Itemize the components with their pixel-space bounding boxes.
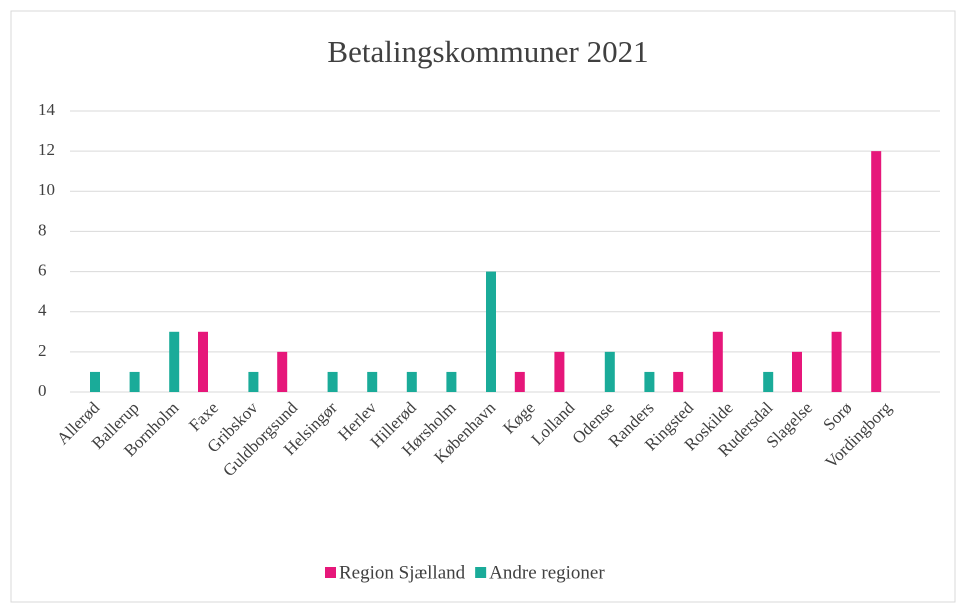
bar — [129, 371, 140, 392]
legend-label: Region Sjælland — [339, 562, 466, 583]
bar — [644, 371, 655, 392]
chart-frame — [10, 10, 956, 603]
legend-swatch — [325, 567, 336, 578]
chart-title: Betalingskommuner 2021 — [327, 34, 648, 69]
bar — [514, 371, 525, 392]
legend-label: Andre regioner — [489, 562, 605, 583]
y-tick-label: 2 — [38, 341, 47, 360]
y-tick-label: 8 — [38, 220, 47, 239]
bar — [554, 351, 565, 392]
bar — [871, 151, 882, 392]
y-tick-label: 0 — [38, 381, 47, 400]
bar — [277, 351, 288, 392]
legend-swatch — [475, 567, 487, 578]
bar — [327, 371, 338, 392]
bar — [486, 271, 496, 392]
y-tick-label: 14 — [38, 100, 56, 119]
bar — [248, 371, 259, 392]
bar — [198, 331, 208, 392]
y-tick-label: 6 — [38, 260, 47, 279]
bar — [831, 331, 842, 392]
bar — [90, 371, 100, 392]
bar — [446, 371, 457, 392]
y-tick-label: 10 — [38, 180, 55, 199]
bar — [712, 331, 723, 392]
bar — [763, 371, 774, 392]
bar — [367, 371, 378, 392]
bar — [673, 371, 684, 392]
bar — [169, 331, 180, 392]
y-tick-label: 12 — [38, 140, 55, 159]
bar — [406, 371, 417, 392]
bar — [792, 351, 802, 392]
y-tick-label: 4 — [38, 301, 47, 320]
bar — [604, 351, 615, 392]
